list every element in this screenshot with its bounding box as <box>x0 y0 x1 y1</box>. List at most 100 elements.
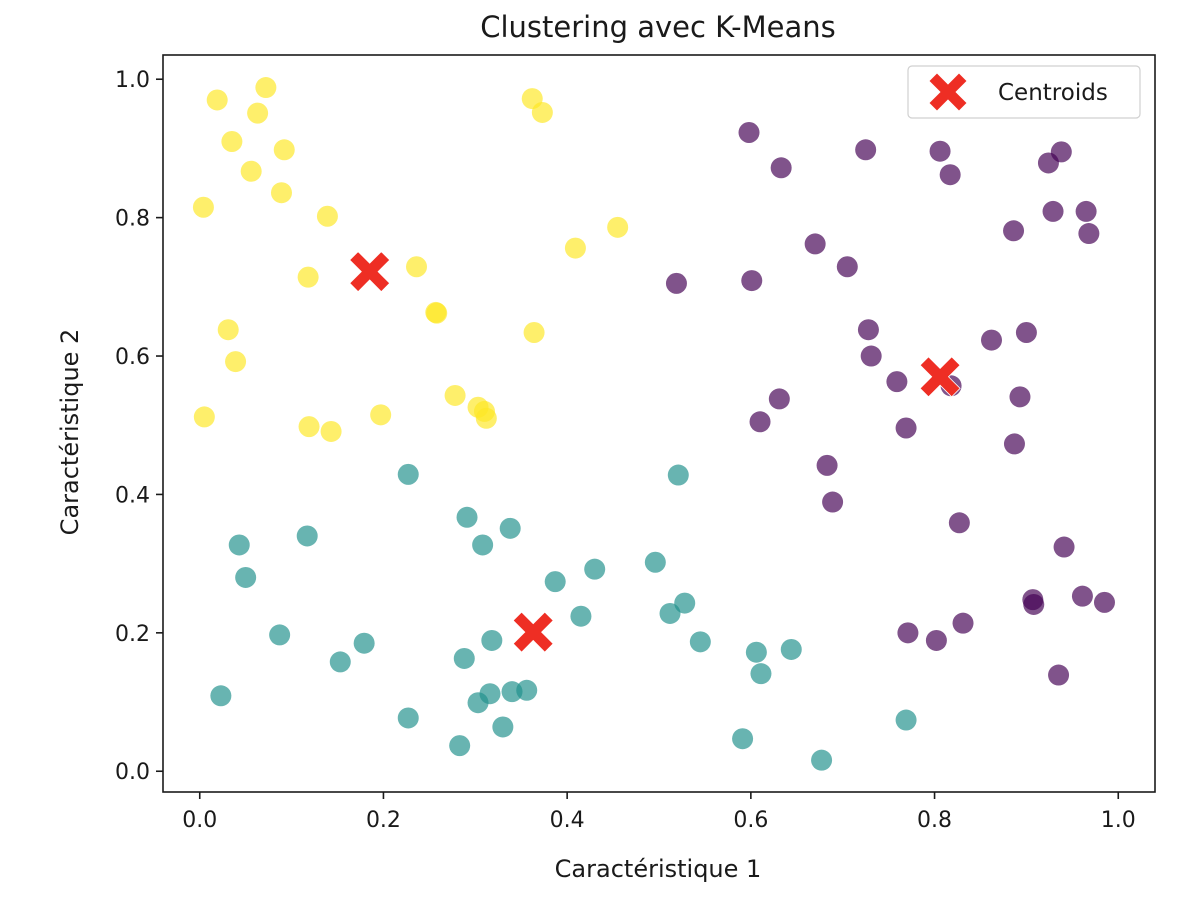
scatter-point-cluster-2 <box>444 384 466 406</box>
scatter-point-cluster-0 <box>804 233 826 255</box>
legend-centroid-icon <box>928 72 968 112</box>
scatter-point-cluster-2 <box>217 319 239 341</box>
scatter-point-cluster-2 <box>523 321 545 343</box>
scatter-point-cluster-0 <box>836 256 858 278</box>
y-axis-label: Caractéristique 2 <box>56 329 84 536</box>
scatter-point-cluster-0 <box>741 270 763 292</box>
scatter-point-cluster-0 <box>981 329 1003 351</box>
scatter-point-cluster-0 <box>1053 536 1075 558</box>
scatter-point-cluster-1 <box>750 663 772 685</box>
scatter-point-cluster-1 <box>228 534 250 556</box>
scatter-point-cluster-0 <box>822 491 844 513</box>
scatter-point-cluster-0 <box>948 512 970 534</box>
scatter-point-cluster-2 <box>298 416 320 438</box>
x-tick-label: 1.0 <box>1101 808 1136 833</box>
scatter-point-cluster-0 <box>897 622 919 644</box>
scatter-point-cluster-1 <box>296 525 318 547</box>
scatter-point-cluster-0 <box>929 140 951 162</box>
scatter-point-cluster-2 <box>531 101 553 123</box>
scatter-point-cluster-0 <box>886 371 908 393</box>
scatter-point-cluster-2 <box>247 102 269 124</box>
scatter-point-cluster-1 <box>516 679 538 701</box>
scatter-point-cluster-1 <box>780 638 802 660</box>
scatter-point-cluster-2 <box>426 302 448 324</box>
scatter-point-cluster-1 <box>456 506 478 528</box>
y-tick-label: 0.6 <box>115 345 150 370</box>
scatter-point-cluster-2 <box>192 196 214 218</box>
scatter-point-cluster-0 <box>1023 593 1045 615</box>
scatter-point-cluster-1 <box>397 707 419 729</box>
legend-box <box>907 65 1141 119</box>
scatter-point-cluster-1 <box>544 571 566 593</box>
scatter-point-cluster-1 <box>210 685 232 707</box>
scatter-point-cluster-1 <box>667 464 689 486</box>
scatter-point-cluster-0 <box>925 629 947 651</box>
scatter-point-cluster-0 <box>665 272 687 294</box>
scatter-point-cluster-0 <box>768 388 790 410</box>
scatter-point-cluster-2 <box>316 205 338 227</box>
scatter-point-cluster-1 <box>689 631 711 653</box>
scatter-point-cluster-1 <box>353 632 375 654</box>
centroid-marker <box>349 251 391 293</box>
x-axis: 0.0 0.2 0.4 0.6 0.8 1.0 <box>182 792 1136 833</box>
scatter-point-cluster-0 <box>855 139 877 161</box>
scatter-point-cluster-2 <box>221 131 243 153</box>
y-tick-label: 0.0 <box>115 760 150 785</box>
scatter-point-cluster-0 <box>895 417 917 439</box>
scatter-point-cluster-1 <box>453 647 475 669</box>
scatter-point-cluster-1 <box>745 641 767 663</box>
x-tick-label: 0.6 <box>733 808 768 833</box>
scatter-point-cluster-1 <box>570 605 592 627</box>
scatter-point-cluster-2 <box>475 407 497 429</box>
scatter-point-cluster-2 <box>607 216 629 238</box>
scatter-point-cluster-0 <box>1050 141 1072 163</box>
x-tick-label: 0.0 <box>182 808 217 833</box>
scatter-point-cluster-0 <box>749 411 771 433</box>
scatter-point-cluster-2 <box>225 351 247 373</box>
centroid-markers <box>349 251 961 653</box>
centroid-marker <box>919 356 961 398</box>
scatter-point-cluster-2 <box>406 256 428 278</box>
scatter-point-cluster-0 <box>1042 200 1064 222</box>
scatter-point-cluster-2 <box>320 420 342 442</box>
scatter-point-cluster-0 <box>857 319 879 341</box>
scatter-point-cluster-1 <box>329 651 351 673</box>
scatter-point-cluster-1 <box>499 517 521 539</box>
scatter-point-cluster-1 <box>397 463 419 485</box>
legend: Centroids <box>907 65 1141 119</box>
scatter-point-cluster-0 <box>816 454 838 476</box>
plot-area-frame <box>162 54 1156 793</box>
scatter-point-cluster-0 <box>1003 220 1025 242</box>
scatter-point-cluster-0 <box>1071 585 1093 607</box>
x-tick-label: 0.4 <box>550 808 585 833</box>
scatter-point-cluster-1 <box>269 624 291 646</box>
scatter-points <box>192 77 1115 771</box>
scatter-point-cluster-2 <box>564 237 586 259</box>
scatter-point-cluster-2 <box>370 404 392 426</box>
scatter-point-cluster-1 <box>732 728 754 750</box>
scatter-point-cluster-0 <box>1048 664 1070 686</box>
chart-title: Clustering avec K-Means <box>480 10 836 44</box>
legend-centroid-marker <box>928 72 968 112</box>
scatter-point-cluster-0 <box>1093 591 1115 613</box>
scatter-point-cluster-1 <box>481 629 503 651</box>
scatter-point-cluster-2 <box>193 406 215 428</box>
scatter-point-cluster-1 <box>492 716 514 738</box>
scatter-point-cluster-2 <box>255 77 277 99</box>
scatter-point-cluster-1 <box>449 735 471 757</box>
scatter-point-cluster-1 <box>895 709 917 731</box>
scatter-point-cluster-1 <box>235 566 257 588</box>
scatter-point-cluster-1 <box>674 592 696 614</box>
y-tick-label: 0.8 <box>115 207 150 232</box>
scatter-point-cluster-0 <box>939 164 961 186</box>
x-tick-label: 0.8 <box>917 808 952 833</box>
scatter-point-cluster-0 <box>952 612 974 634</box>
x-axis-label: Caractéristique 1 <box>555 855 762 883</box>
scatter-point-cluster-0 <box>1003 433 1025 455</box>
scatter-point-cluster-1 <box>472 534 494 556</box>
scatter-point-cluster-0 <box>770 157 792 179</box>
scatter-point-cluster-0 <box>1078 223 1100 245</box>
scatter-point-cluster-1 <box>584 558 606 580</box>
scatter-point-cluster-2 <box>206 89 228 111</box>
